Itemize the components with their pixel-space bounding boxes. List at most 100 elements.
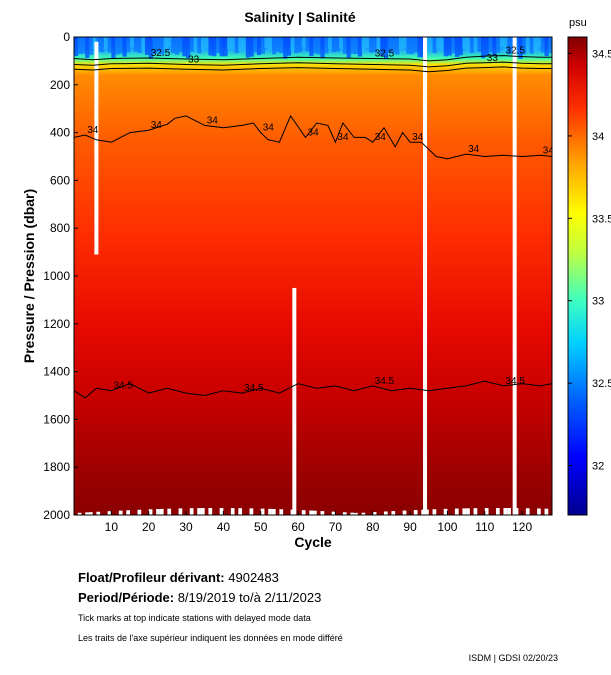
contour-label: 34 — [543, 145, 555, 156]
surface-streak — [301, 37, 307, 48]
y-tick-label: 400 — [50, 126, 70, 140]
bottom-gap — [432, 509, 437, 515]
bottom-gap — [137, 509, 142, 515]
surface-streak — [339, 37, 344, 49]
contour-label: 34 — [263, 123, 275, 134]
contour-label: 32.5 — [151, 48, 171, 59]
surface-streak — [466, 37, 471, 51]
x-axis-title: Cycle — [294, 534, 332, 550]
contour-label: 33 — [487, 53, 499, 64]
surface-streak — [182, 37, 187, 57]
bottom-gap — [484, 508, 489, 515]
bottom-gap — [88, 512, 93, 515]
surface-streak — [227, 37, 232, 50]
surface-streak — [335, 37, 340, 52]
surface-streak — [130, 37, 135, 48]
salinity-field — [74, 37, 552, 515]
surface-streak — [249, 37, 254, 57]
surface-streak — [279, 37, 284, 54]
surface-streak — [369, 37, 374, 53]
contour-line-32-5 — [74, 55, 552, 62]
surface-streak — [499, 37, 504, 48]
surface-streak — [514, 37, 519, 55]
contour-label: 32.5 — [505, 46, 525, 57]
surface-streak — [451, 37, 456, 54]
contour-lines: 32.5 32.5 32.5 33 33 34 34 34 34 34 34 34 34 34 34 34.5… — [74, 46, 555, 399]
bottom-gap — [537, 508, 541, 515]
surface-streak — [540, 37, 546, 53]
y-tick-label: 1200 — [43, 317, 70, 331]
bottom-gap — [342, 512, 347, 515]
surface-streak — [376, 37, 381, 51]
surface-streak — [533, 37, 538, 52]
surface-streak — [189, 37, 194, 52]
surface-streak — [81, 37, 86, 54]
colorbar-ticks: 32 32.5 33 33.5 34 34.5 — [568, 48, 611, 473]
surface-streak — [529, 37, 534, 54]
surface-streak — [346, 37, 351, 58]
surface-streak — [402, 37, 407, 48]
surface-streak — [313, 37, 318, 54]
bottom-gap — [372, 512, 377, 515]
contour-line-33 — [74, 61, 552, 68]
contour-line-34-5 — [74, 380, 552, 399]
surface-streak — [178, 37, 183, 53]
bottom-gap — [260, 508, 265, 515]
y-tick-label: 0 — [63, 30, 70, 44]
surface-streak — [186, 37, 191, 59]
surface-streak — [294, 37, 299, 54]
surface-streak — [522, 37, 527, 55]
y-tick-label: 200 — [50, 78, 70, 92]
missing-profile-column — [512, 37, 517, 515]
contour-line-34 — [74, 114, 552, 160]
surface-streak — [387, 37, 392, 53]
surface-streak — [204, 37, 209, 49]
bottom-gap — [279, 509, 284, 515]
bottom-gap — [462, 508, 467, 515]
surface-streak — [342, 37, 348, 54]
bottom-gap — [249, 508, 254, 515]
missing-profiles — [94, 37, 517, 515]
contour-label: 32.5 — [375, 49, 395, 60]
contour-label: 34.5 — [244, 383, 264, 394]
bottom-gap — [148, 509, 153, 515]
surface-streak — [473, 37, 478, 50]
surface-streak — [357, 37, 363, 57]
bottom-gap — [354, 512, 358, 515]
surface-streak — [469, 37, 475, 54]
x-tick-label: 70 — [329, 520, 343, 534]
surface-streak — [163, 37, 168, 51]
surface-streak — [458, 37, 463, 56]
surface-streak — [410, 37, 415, 55]
surface-streak — [454, 37, 460, 57]
bottom-gap — [230, 508, 235, 515]
bottom-gap — [126, 510, 131, 515]
surface-streak — [518, 37, 523, 59]
surface-streak — [283, 37, 288, 59]
surface-streak — [548, 37, 552, 53]
period-to: to/à — [239, 590, 261, 605]
bottom-gap — [383, 511, 388, 515]
bottom-gap — [454, 508, 459, 515]
surface-streak — [484, 37, 490, 56]
surface-streak — [174, 37, 180, 55]
bottom-gap — [443, 508, 448, 515]
surface-streak — [492, 37, 497, 56]
surface-streak — [365, 37, 370, 48]
surface-streak — [234, 37, 239, 54]
bottom-gap — [197, 508, 201, 515]
bottom-gap — [503, 508, 508, 515]
contour-line-33-5 — [74, 66, 552, 73]
x-tick-label: 120 — [512, 520, 532, 534]
surface-streak — [219, 37, 224, 57]
y-axis-title: Pressure / Pression (dbar) — [21, 189, 37, 363]
contour-label: 34.5 — [375, 376, 395, 387]
colorbar-tick-label: 33 — [592, 296, 604, 308]
contour-label: 34.5 — [505, 376, 525, 387]
surface-streak — [126, 37, 131, 53]
credit-stamp: ISDM | GDSI 02/20/23 — [468, 653, 558, 663]
surface-streak — [320, 37, 325, 59]
float-label: Float/Profileur dérivant: — [78, 570, 225, 585]
x-tick-label: 30 — [179, 520, 193, 534]
bottom-gap — [391, 511, 396, 515]
